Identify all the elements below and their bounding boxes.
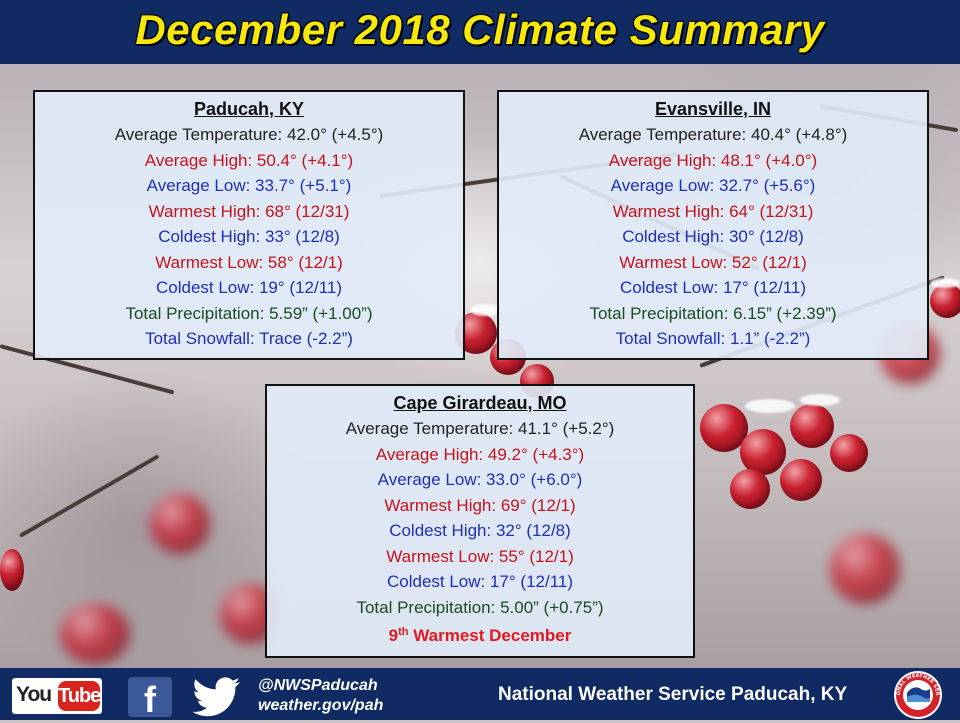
station-card-paducah: Paducah, KY Average Temperature: 42.0° (… bbox=[33, 90, 465, 360]
average-high: Average High: 50.4° (+4.1°) bbox=[144, 150, 354, 170]
total-precipitation: Total Precipitation: 6.15” (+2.39”) bbox=[589, 303, 837, 323]
station-name: Paducah, KY bbox=[193, 99, 305, 119]
average-temperature: Average Temperature: 41.1° (+5.2°) bbox=[345, 419, 615, 438]
warmest-rank: 9th Warmest December bbox=[267, 620, 693, 649]
average-temperature: Average Temperature: 42.0° (+4.5°) bbox=[114, 125, 384, 144]
average-high: Average High: 49.2° (+4.3°) bbox=[375, 444, 585, 464]
title-bar: December 2018 Climate Summary bbox=[0, 0, 960, 64]
page-title: December 2018 Climate Summary bbox=[135, 6, 825, 53]
coldest-low: Coldest Low: 19° (12/11) bbox=[155, 278, 343, 297]
warmest-low: Warmest Low: 52° (12/1) bbox=[619, 252, 807, 272]
total-precipitation: Total Precipitation: 5.59” (+1.00”) bbox=[125, 303, 373, 323]
station-name: Evansville, IN bbox=[654, 99, 772, 119]
total-precipitation: Total Precipitation: 5.00” (+0.75”) bbox=[356, 597, 604, 617]
rank-number: 9 bbox=[388, 626, 399, 645]
average-low: Average Low: 33.0° (+6.0°) bbox=[377, 470, 583, 489]
youtube-logo-you: You bbox=[16, 683, 52, 706]
average-temperature: Average Temperature: 40.4° (+4.8°) bbox=[578, 125, 848, 144]
station-card-evansville: Evansville, IN Average Temperature: 40.4… bbox=[497, 90, 929, 360]
office-name: National Weather Service Paducah, KY bbox=[498, 684, 848, 705]
youtube-icon[interactable]: You Tube bbox=[12, 678, 102, 714]
average-low: Average Low: 33.7° (+5.1°) bbox=[146, 176, 352, 195]
station-name: Cape Girardeau, MO bbox=[393, 393, 567, 413]
rank-text: Warmest December bbox=[408, 626, 572, 645]
coldest-low: Coldest Low: 17° (12/11) bbox=[619, 278, 807, 297]
website-link[interactable]: weather.gov/pah bbox=[258, 697, 384, 714]
youtube-logo-tube: Tube bbox=[58, 681, 101, 711]
nws-logo-icon: NATIONAL WEATHER SERVICE bbox=[893, 670, 942, 719]
average-low: Average Low: 32.7° (+5.6°) bbox=[610, 176, 816, 195]
station-card-cape-girardeau: Cape Girardeau, MO Average Temperature: … bbox=[265, 384, 695, 658]
rank-suffix: th bbox=[398, 626, 409, 638]
coldest-high: Coldest High: 30° (12/8) bbox=[622, 227, 804, 246]
warmest-high: Warmest High: 68° (12/31) bbox=[148, 201, 350, 221]
coldest-low: Coldest Low: 17° (12/11) bbox=[386, 572, 574, 591]
facebook-glyph: f bbox=[144, 679, 156, 720]
facebook-icon[interactable]: f bbox=[128, 677, 172, 720]
warmest-low: Warmest Low: 55° (12/1) bbox=[386, 546, 574, 566]
total-snowfall: Total Snowfall: Trace (-2.2”) bbox=[145, 329, 353, 348]
coldest-high: Coldest High: 32° (12/8) bbox=[389, 521, 571, 540]
total-snowfall: Total Snowfall: 1.1” (-2.2”) bbox=[615, 329, 811, 348]
coldest-high: Coldest High: 33° (12/8) bbox=[158, 227, 340, 246]
social-handles: @NWSPaducah weather.gov/pah bbox=[258, 676, 383, 716]
warmest-high: Warmest High: 64° (12/31) bbox=[612, 201, 814, 221]
average-high: Average High: 48.1° (+4.0°) bbox=[608, 150, 818, 170]
warmest-high: Warmest High: 69° (12/1) bbox=[384, 495, 576, 515]
twitter-icon[interactable] bbox=[192, 676, 242, 718]
warmest-low: Warmest Low: 58° (12/1) bbox=[155, 252, 343, 272]
twitter-handle[interactable]: @NWSPaducah bbox=[258, 677, 378, 694]
